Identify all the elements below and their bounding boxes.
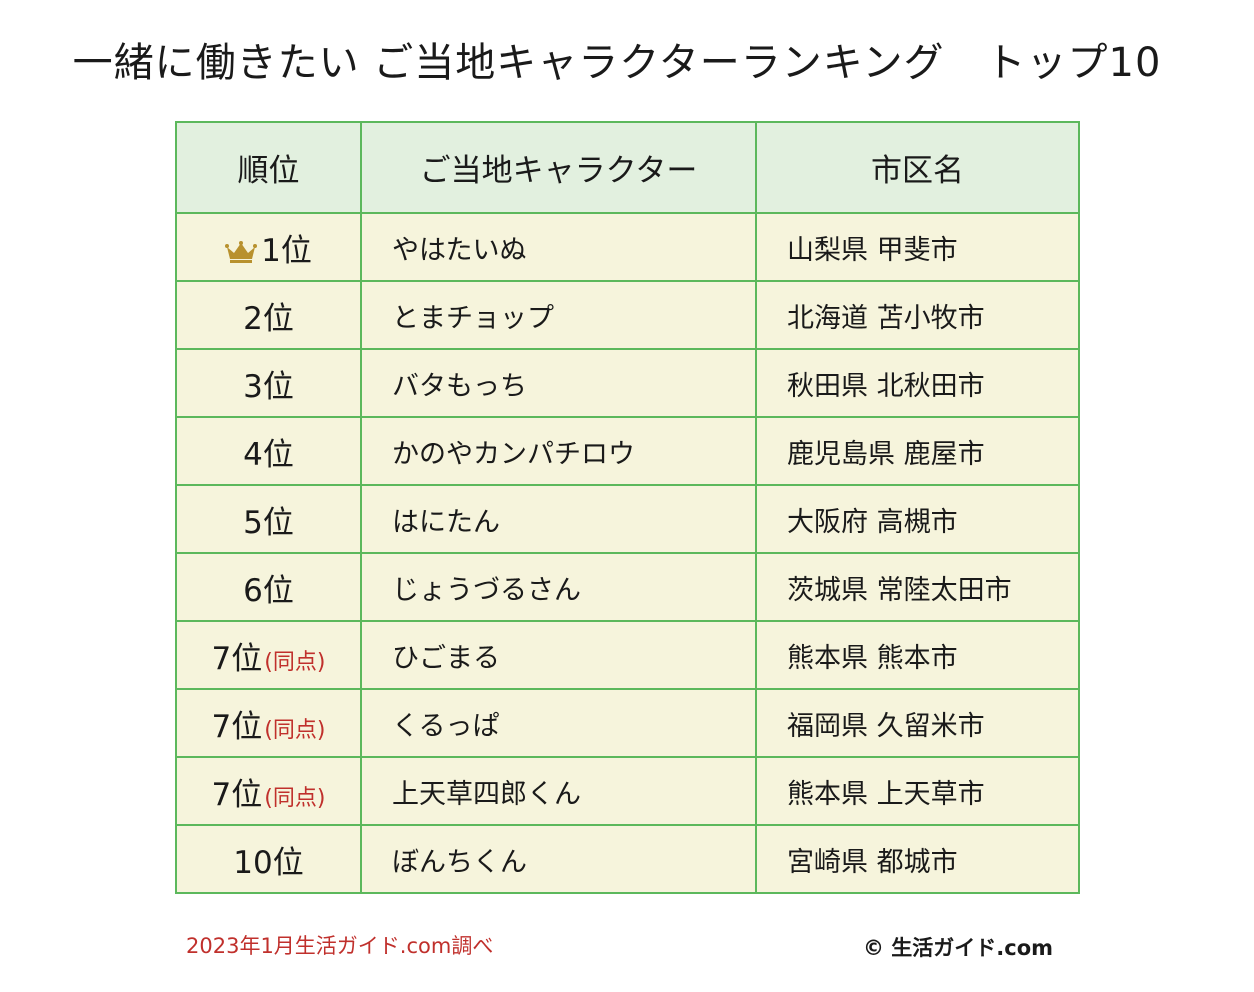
table-row: 10位 ぼんちくん 宮崎県 都城市 [175,824,1080,894]
rank-cell: 5位 [175,484,362,554]
character-cell: やはたいぬ [360,212,757,282]
rank-label: 10位 [233,844,304,881]
character-cell: ぼんちくん [360,824,757,894]
city-cell: 大阪府 高槻市 [755,484,1080,554]
rank-cell: 7位(同点) [175,756,362,826]
table-row: 7位(同点) ひごまる 熊本県 熊本市 [175,620,1080,690]
table-row: 4位 かのやカンパチロウ 鹿児島県 鹿屋市 [175,416,1080,486]
character-cell: はにたん [360,484,757,554]
rank-label: 5位 [243,504,294,541]
character-cell: バタもっち [360,348,757,418]
rank-label: 7位 [211,708,263,745]
rank-cell: 1位 [175,212,362,282]
table-header-row: 順位 ご当地キャラクター 市区名 [175,121,1080,214]
page-title: 一緒に働きたい ご当地キャラクターランキング トップ10 [72,40,1162,86]
table-row: 7位(同点) 上天草四郎くん 熊本県 上天草市 [175,756,1080,826]
rank-label: 6位 [243,572,294,609]
table-row: 3位 バタもっち 秋田県 北秋田市 [175,348,1080,418]
table-row: 6位 じょうづるさん 茨城県 常陸太田市 [175,552,1080,622]
character-cell: じょうづるさん [360,552,757,622]
tie-label: (同点) [264,717,326,743]
rank-cell: 7位(同点) [175,688,362,758]
source-note: 2023年1月生活ガイド.com調べ [186,934,494,958]
copyright-note: © 生活ガイド.com [863,936,1054,960]
table-row: 7位(同点) くるっぱ 福岡県 久留米市 [175,688,1080,758]
character-cell: 上天草四郎くん [360,756,757,826]
city-cell: 北海道 苫小牧市 [755,280,1080,350]
rank-cell: 10位 [175,824,362,894]
rank-label: 7位 [211,640,263,677]
rank-label: 4位 [243,436,294,473]
table-row: 5位 はにたん 大阪府 高槻市 [175,484,1080,554]
city-cell: 鹿児島県 鹿屋市 [755,416,1080,486]
city-cell: 福岡県 久留米市 [755,688,1080,758]
city-cell: 秋田県 北秋田市 [755,348,1080,418]
character-cell: ひごまる [360,620,757,690]
tie-label: (同点) [264,785,326,811]
header-rank: 順位 [175,121,362,214]
rank-label: 7位 [211,776,263,813]
table-row: 2位 とまチョップ 北海道 苫小牧市 [175,280,1080,350]
tie-label: (同点) [264,649,326,675]
rank-label: 2位 [243,300,294,337]
character-cell: かのやカンパチロウ [360,416,757,486]
rank-cell: 4位 [175,416,362,486]
rank-label: 1位 [261,232,312,269]
header-city: 市区名 [755,121,1080,214]
city-cell: 茨城県 常陸太田市 [755,552,1080,622]
header-character: ご当地キャラクター [360,121,757,214]
rank-cell: 3位 [175,348,362,418]
city-cell: 熊本県 上天草市 [755,756,1080,826]
character-cell: とまチョップ [360,280,757,350]
rank-cell: 6位 [175,552,362,622]
city-cell: 宮崎県 都城市 [755,824,1080,894]
table-row: 1位 やはたいぬ 山梨県 甲斐市 [175,212,1080,282]
ranking-table: 順位 ご当地キャラクター 市区名 1位 やはたいぬ 山梨県 甲斐市 2位 とまチ… [175,121,1080,894]
rank-cell: 7位(同点) [175,620,362,690]
character-cell: くるっぱ [360,688,757,758]
rank-cell: 2位 [175,280,362,350]
crown-icon [225,241,258,263]
city-cell: 熊本県 熊本市 [755,620,1080,690]
city-cell: 山梨県 甲斐市 [755,212,1080,282]
rank-label: 3位 [243,368,294,405]
